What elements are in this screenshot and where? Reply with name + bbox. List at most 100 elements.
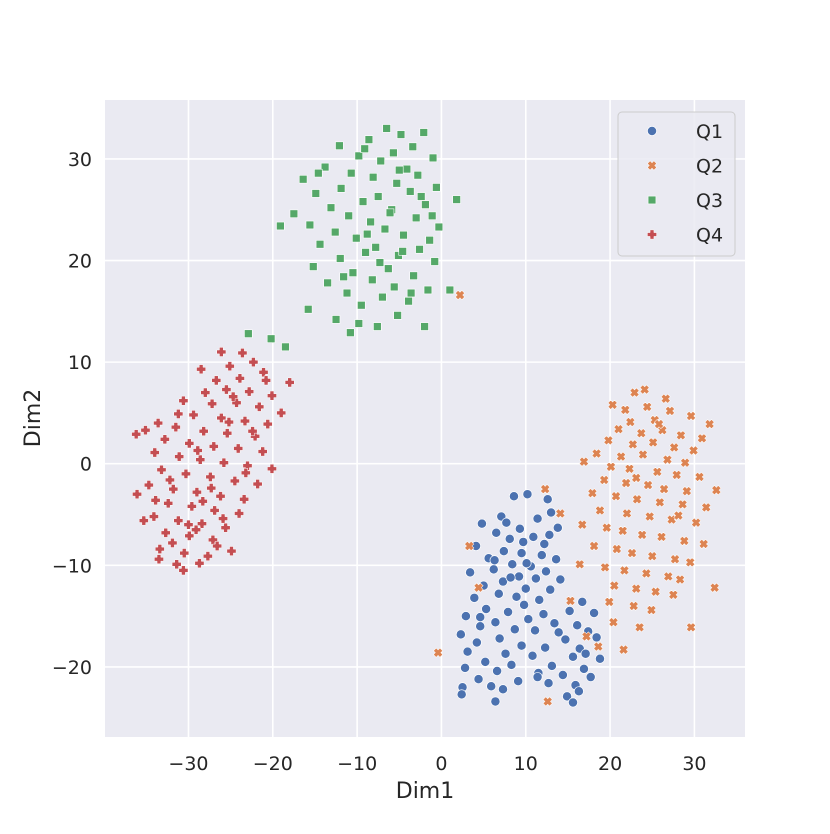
data-point-q2 <box>643 480 654 491</box>
data-point-q2 <box>691 517 702 528</box>
data-point-q1 <box>460 611 471 622</box>
data-point-q2 <box>628 600 639 611</box>
data-point-q3 <box>348 268 358 277</box>
data-point-q2 <box>648 437 659 448</box>
data-point-q3 <box>389 148 398 158</box>
x-tick-label: −30 <box>168 753 208 775</box>
data-point-q1 <box>544 529 555 540</box>
data-point-q1 <box>523 614 534 625</box>
data-point-q3 <box>266 334 276 343</box>
data-point-q1 <box>475 612 486 623</box>
data-point-q3 <box>289 209 299 218</box>
data-point-q3 <box>304 305 313 314</box>
data-point-q1 <box>532 672 543 683</box>
data-point-q3 <box>432 183 441 192</box>
data-point-q1 <box>509 624 520 635</box>
data-point-q2 <box>698 538 709 549</box>
data-point-q2 <box>637 529 648 540</box>
data-point-q3 <box>399 230 408 240</box>
data-point-q1 <box>516 548 527 559</box>
data-point-q2 <box>681 486 692 497</box>
data-point-q1 <box>551 554 562 565</box>
data-point-q1 <box>490 617 501 628</box>
data-point-q4 <box>257 446 268 457</box>
data-point-q4 <box>174 451 185 462</box>
data-point-q4 <box>160 527 171 538</box>
data-point-q3 <box>396 130 406 139</box>
data-point-q1 <box>578 663 589 674</box>
data-point-q1 <box>471 637 482 648</box>
data-point-q4 <box>149 511 159 522</box>
data-point-q2 <box>686 410 697 421</box>
data-point-q3 <box>373 322 382 331</box>
data-point-q3 <box>320 162 330 172</box>
data-point-q2 <box>642 401 653 412</box>
legend-marker-q1 <box>647 126 657 136</box>
data-point-q3 <box>371 243 380 252</box>
data-point-q3 <box>423 285 433 295</box>
data-point-q2 <box>679 535 690 546</box>
data-point-q2 <box>578 456 589 467</box>
legend-label-q3: Q3 <box>696 190 723 212</box>
series-q3 <box>244 124 461 352</box>
data-point-q3 <box>363 229 372 239</box>
data-point-q3 <box>395 165 404 175</box>
data-point-q1 <box>469 592 480 603</box>
legend-box <box>617 111 736 257</box>
data-point-q4 <box>233 443 244 454</box>
data-point-q1 <box>520 583 531 594</box>
data-point-q4 <box>191 524 201 535</box>
data-point-q4 <box>154 554 164 565</box>
data-point-q3 <box>339 272 348 281</box>
data-point-q4 <box>215 491 226 502</box>
data-point-q4 <box>178 565 189 576</box>
data-point-q1 <box>572 620 583 631</box>
data-point-q2 <box>604 596 615 607</box>
data-point-q1 <box>573 686 584 697</box>
data-point-q1 <box>473 674 484 685</box>
data-point-q4 <box>234 508 244 519</box>
data-point-q1 <box>530 625 540 636</box>
data-point-q2 <box>660 393 671 404</box>
data-point-q3 <box>244 329 253 338</box>
data-point-q3 <box>385 208 395 217</box>
data-point-q2 <box>673 510 684 521</box>
legend-label-q4: Q4 <box>696 225 723 247</box>
data-point-q4 <box>170 422 181 432</box>
data-point-q1 <box>568 651 578 662</box>
y-axis-title: Dim2 <box>21 389 46 447</box>
data-point-q4 <box>149 447 160 458</box>
data-point-q2 <box>641 568 652 579</box>
data-point-q3 <box>352 233 361 243</box>
data-point-q1 <box>527 650 538 661</box>
data-point-q2 <box>654 419 664 430</box>
data-point-q2 <box>591 448 602 459</box>
data-point-q3 <box>336 254 345 263</box>
data-point-q1 <box>462 646 473 657</box>
data-point-q2 <box>619 565 630 576</box>
data-point-q2 <box>701 502 712 513</box>
data-point-q2 <box>433 647 444 658</box>
data-point-q4 <box>154 544 165 554</box>
data-point-q2 <box>636 428 647 439</box>
data-point-q3 <box>364 135 374 144</box>
data-point-q1 <box>506 659 517 670</box>
data-point-q4 <box>187 501 197 512</box>
data-point-q1 <box>514 523 525 534</box>
data-point-q4 <box>284 377 295 388</box>
data-point-q1 <box>455 629 466 640</box>
data-point-q2 <box>671 469 682 480</box>
data-point-q4 <box>226 546 237 556</box>
data-point-q4 <box>240 468 251 478</box>
data-point-q2 <box>637 449 648 460</box>
data-point-q1 <box>481 604 492 614</box>
data-point-q3 <box>326 203 336 212</box>
data-point-q2 <box>627 439 638 450</box>
data-point-q4 <box>220 522 231 533</box>
data-point-q1 <box>505 572 516 583</box>
data-point-q1 <box>500 648 511 659</box>
x-tick-label: −20 <box>253 753 293 775</box>
data-point-q4 <box>267 390 277 401</box>
data-point-q2 <box>669 442 680 453</box>
